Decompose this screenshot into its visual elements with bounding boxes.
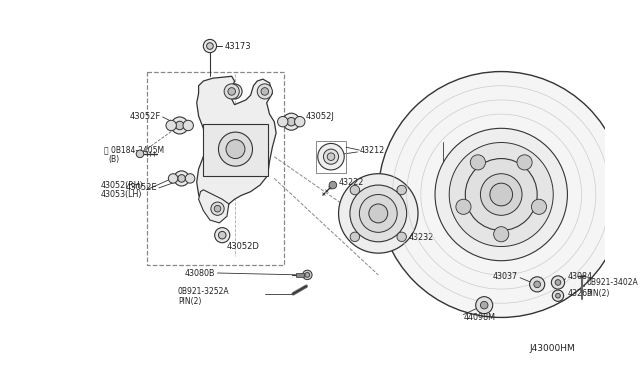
Circle shape bbox=[283, 113, 300, 130]
Circle shape bbox=[294, 116, 305, 127]
Text: (B): (B) bbox=[109, 155, 120, 164]
Circle shape bbox=[278, 116, 288, 127]
Circle shape bbox=[529, 277, 545, 292]
Circle shape bbox=[493, 227, 509, 242]
Circle shape bbox=[531, 199, 547, 214]
Circle shape bbox=[456, 199, 471, 214]
Text: 43265: 43265 bbox=[568, 289, 593, 298]
Bar bbox=[316, 141, 346, 173]
Circle shape bbox=[207, 43, 213, 49]
Circle shape bbox=[534, 281, 540, 288]
Text: 0B921-3252A: 0B921-3252A bbox=[178, 288, 229, 296]
Text: J43000HM: J43000HM bbox=[529, 344, 575, 353]
Circle shape bbox=[481, 174, 522, 215]
Circle shape bbox=[369, 204, 388, 223]
Circle shape bbox=[168, 174, 178, 183]
Circle shape bbox=[329, 181, 337, 189]
Text: 44098M: 44098M bbox=[463, 313, 495, 322]
Circle shape bbox=[555, 280, 561, 285]
Circle shape bbox=[551, 276, 564, 289]
Circle shape bbox=[397, 185, 406, 195]
Circle shape bbox=[214, 205, 221, 212]
Circle shape bbox=[228, 88, 236, 95]
Text: 43084: 43084 bbox=[568, 272, 593, 281]
Text: 43052D: 43052D bbox=[227, 242, 260, 251]
Text: 43173: 43173 bbox=[224, 42, 251, 51]
Text: PIN(2): PIN(2) bbox=[178, 297, 201, 306]
Circle shape bbox=[327, 153, 335, 160]
Circle shape bbox=[449, 142, 553, 247]
Circle shape bbox=[350, 232, 360, 241]
Circle shape bbox=[204, 39, 216, 53]
Circle shape bbox=[470, 155, 486, 170]
Text: 43207: 43207 bbox=[443, 176, 468, 185]
Text: 43052J: 43052J bbox=[305, 112, 334, 122]
Circle shape bbox=[556, 294, 561, 298]
Circle shape bbox=[186, 174, 195, 183]
Circle shape bbox=[552, 290, 564, 301]
Circle shape bbox=[183, 120, 193, 131]
Circle shape bbox=[178, 174, 186, 182]
Circle shape bbox=[303, 270, 312, 280]
Circle shape bbox=[490, 183, 513, 206]
Polygon shape bbox=[198, 190, 229, 223]
Circle shape bbox=[231, 88, 238, 95]
Circle shape bbox=[481, 301, 488, 309]
Circle shape bbox=[227, 84, 242, 99]
Text: 43212: 43212 bbox=[360, 145, 385, 154]
Circle shape bbox=[435, 128, 568, 261]
Bar bbox=[296, 273, 303, 277]
Circle shape bbox=[517, 155, 532, 170]
Circle shape bbox=[360, 195, 397, 232]
Circle shape bbox=[226, 140, 245, 158]
Circle shape bbox=[257, 84, 273, 99]
Circle shape bbox=[175, 121, 184, 130]
Circle shape bbox=[171, 117, 188, 134]
Circle shape bbox=[323, 149, 339, 164]
Circle shape bbox=[224, 84, 239, 99]
Circle shape bbox=[339, 174, 418, 253]
Text: 0B921-3402A: 0B921-3402A bbox=[586, 278, 638, 287]
Bar bbox=[204, 124, 268, 176]
Text: 43052F: 43052F bbox=[129, 112, 161, 122]
Circle shape bbox=[350, 185, 406, 242]
Circle shape bbox=[261, 88, 269, 95]
Circle shape bbox=[136, 150, 144, 158]
Bar bbox=[147, 71, 284, 266]
Text: 43053(LH): 43053(LH) bbox=[100, 190, 141, 199]
Circle shape bbox=[317, 144, 344, 170]
Circle shape bbox=[350, 185, 360, 195]
Text: 43222: 43222 bbox=[339, 178, 364, 187]
Circle shape bbox=[465, 158, 537, 230]
Text: 43037: 43037 bbox=[493, 272, 518, 281]
Circle shape bbox=[218, 231, 226, 239]
Circle shape bbox=[218, 132, 253, 166]
Text: 43052E: 43052E bbox=[125, 183, 157, 192]
Text: 43052(RH): 43052(RH) bbox=[100, 180, 143, 190]
Text: Ⓑ 0B184-2405M: Ⓑ 0B184-2405M bbox=[104, 145, 164, 154]
Circle shape bbox=[305, 273, 310, 277]
Text: PIN(2): PIN(2) bbox=[586, 289, 610, 298]
Circle shape bbox=[397, 232, 406, 241]
Text: 43080B: 43080B bbox=[185, 269, 216, 278]
Circle shape bbox=[214, 228, 230, 243]
Circle shape bbox=[211, 202, 224, 215]
Circle shape bbox=[476, 296, 493, 314]
Text: 43232: 43232 bbox=[408, 232, 434, 241]
Circle shape bbox=[166, 120, 177, 131]
Polygon shape bbox=[196, 76, 276, 220]
Circle shape bbox=[378, 71, 624, 317]
Circle shape bbox=[174, 171, 189, 186]
Circle shape bbox=[287, 118, 296, 126]
